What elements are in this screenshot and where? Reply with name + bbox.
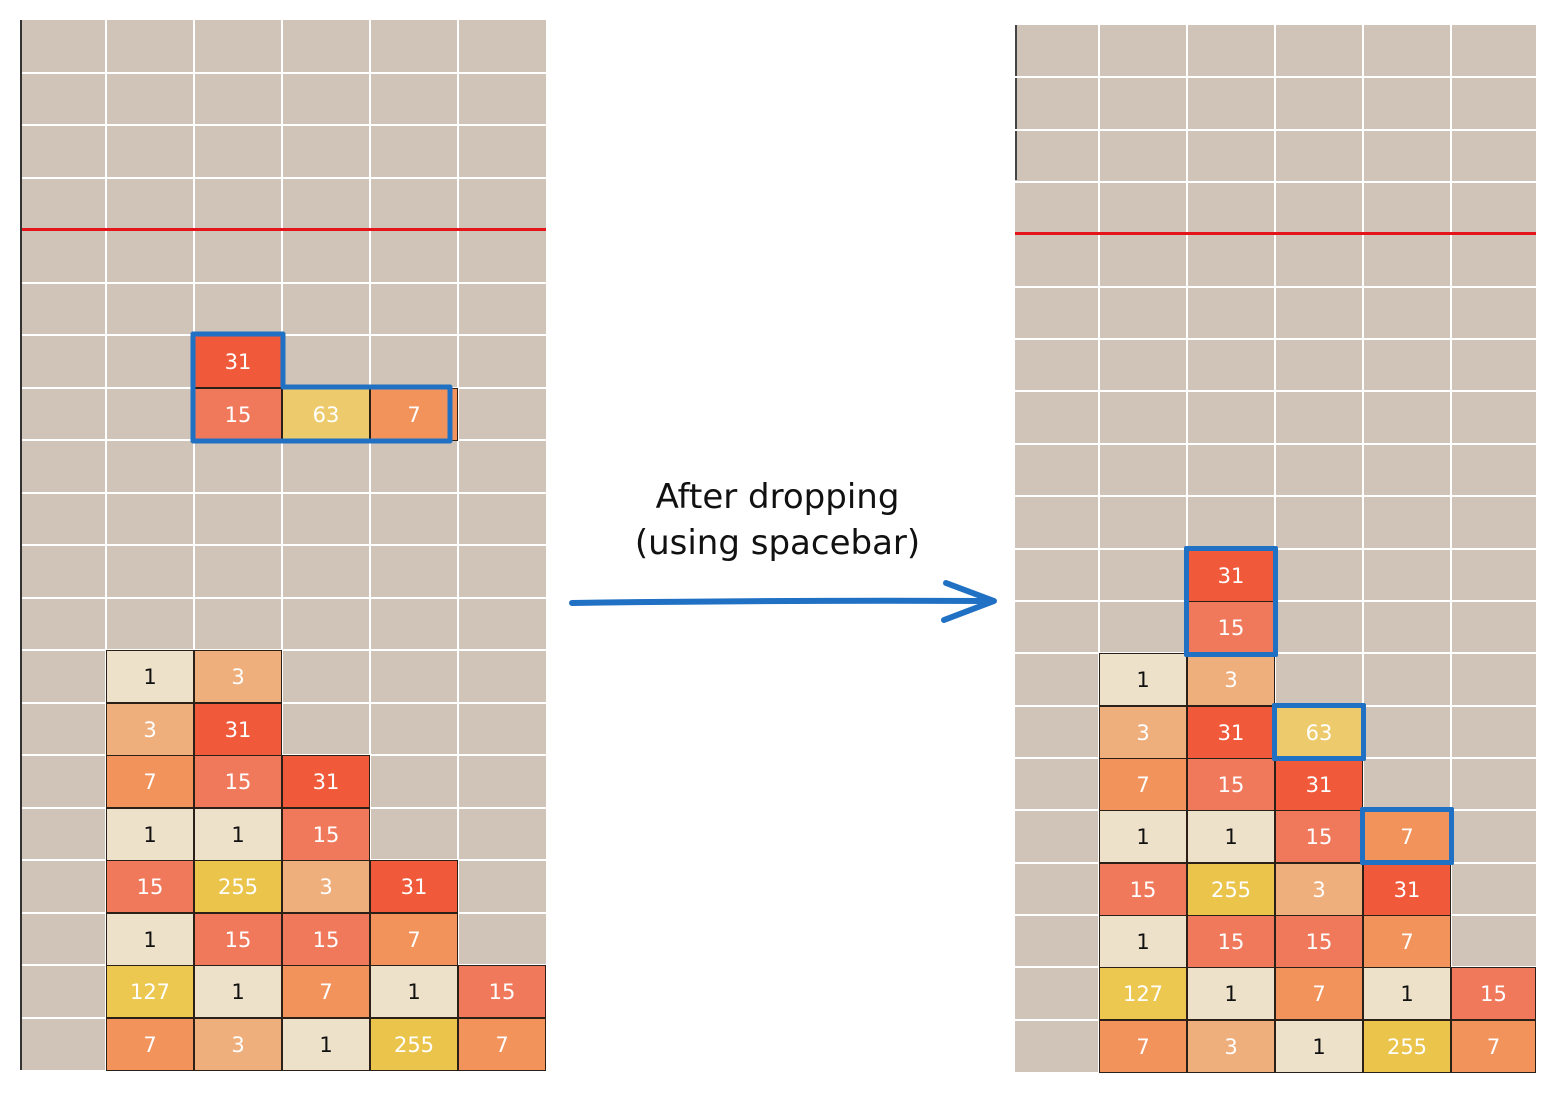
- tile-15: 15: [1275, 915, 1363, 968]
- tile-1: 1: [1099, 915, 1187, 968]
- tile-3: 3: [194, 650, 282, 703]
- tile-7: 7: [1275, 967, 1363, 1020]
- grid-line-horizontal: [22, 597, 546, 599]
- tile-7: 7: [1363, 915, 1451, 968]
- tile-31: 31: [194, 703, 282, 756]
- tile-15: 15: [1187, 601, 1275, 654]
- tile-15: 15: [458, 965, 546, 1018]
- tile-15: 15: [1099, 863, 1187, 916]
- grid-line-horizontal: [22, 124, 546, 126]
- tile-127: 127: [1099, 967, 1187, 1020]
- tile-7: 7: [1363, 810, 1451, 863]
- tile-31: 31: [1187, 549, 1275, 602]
- tile-255: 255: [370, 1018, 458, 1071]
- tile-1: 1: [1099, 653, 1187, 706]
- caption-line-2: (using spacebar): [634, 523, 921, 563]
- tile-15: 15: [1451, 967, 1536, 1020]
- tile-255: 255: [1187, 863, 1275, 916]
- tile-1: 1: [194, 808, 282, 861]
- tile-1: 1: [1363, 967, 1451, 1020]
- tile-3: 3: [282, 860, 370, 913]
- tile-15: 15: [1187, 915, 1275, 968]
- tile-3: 3: [106, 703, 194, 756]
- tile-7: 7: [282, 965, 370, 1018]
- tile-31: 31: [370, 860, 458, 913]
- tile-15: 15: [194, 388, 282, 441]
- grid-line-horizontal: [1015, 495, 1536, 497]
- tile-1: 1: [1187, 810, 1275, 863]
- tile-3: 3: [1275, 863, 1363, 916]
- grid-line-horizontal: [1015, 600, 1536, 602]
- limit-line: [1015, 232, 1536, 235]
- tile-7: 7: [1099, 1020, 1187, 1073]
- tile-1: 1: [106, 913, 194, 966]
- grid-line-horizontal: [1015, 338, 1536, 340]
- tile-1: 1: [370, 965, 458, 1018]
- tile-127: 127: [106, 965, 194, 1018]
- tile-255: 255: [1363, 1020, 1451, 1073]
- grid-line-horizontal: [22, 492, 546, 494]
- tile-3: 3: [1187, 653, 1275, 706]
- grid-line-horizontal: [1015, 548, 1536, 550]
- tile-1: 1: [1275, 1020, 1363, 1073]
- grid-line-horizontal: [22, 544, 546, 546]
- right-arrow-icon: [569, 580, 997, 623]
- tile-7: 7: [1451, 1020, 1536, 1073]
- tile-7: 7: [106, 755, 194, 808]
- tile-15: 15: [106, 860, 194, 913]
- game-board-before: 31 15 63 7 1 3 3 31 7 15 31 1 1 15 15 255 3 31 1 15 15 7 127 1 7…: [20, 20, 546, 1071]
- grid-line-horizontal: [1015, 443, 1536, 445]
- tile-31: 31: [1187, 706, 1275, 759]
- tile-1: 1: [194, 965, 282, 1018]
- tile-31: 31: [1275, 758, 1363, 811]
- tile-3: 3: [194, 1018, 282, 1071]
- caption-line-1: After dropping: [655, 477, 900, 517]
- tile-15: 15: [1187, 758, 1275, 811]
- tile-31: 31: [1363, 863, 1451, 916]
- tile-63: 63: [282, 388, 370, 441]
- grid-line-horizontal: [22, 334, 546, 336]
- grid-line-horizontal: [1015, 286, 1536, 288]
- tile-15: 15: [1275, 810, 1363, 863]
- tile-7: 7: [458, 1018, 546, 1071]
- tile-15: 15: [194, 913, 282, 966]
- tile-3: 3: [1187, 1020, 1275, 1073]
- grid-line-horizontal: [22, 702, 546, 704]
- tile-31: 31: [194, 335, 282, 388]
- grid-line-horizontal: [1015, 76, 1536, 78]
- board-edge: [1015, 25, 1017, 180]
- tile-15: 15: [194, 755, 282, 808]
- tile-1: 1: [282, 1018, 370, 1071]
- grid-line-horizontal: [22, 72, 546, 74]
- tile-1: 1: [1187, 967, 1275, 1020]
- tile-31: 31: [282, 755, 370, 808]
- tile-7: 7: [370, 913, 458, 966]
- tile-1: 1: [106, 650, 194, 703]
- grid-line-horizontal: [1015, 129, 1536, 131]
- tile-1: 1: [1099, 810, 1187, 863]
- tile-15: 15: [282, 913, 370, 966]
- grid-line-horizontal: [1015, 181, 1536, 183]
- tile-7: 7: [370, 388, 458, 441]
- grid-line-horizontal: [1015, 652, 1536, 654]
- tile-15: 15: [282, 808, 370, 861]
- grid-line-horizontal: [22, 177, 546, 179]
- tile-63: 63: [1275, 706, 1363, 759]
- tile-1: 1: [106, 808, 194, 861]
- tile-7: 7: [1099, 758, 1187, 811]
- grid-line-horizontal: [22, 649, 546, 651]
- game-board-after: 31 15 1 3 3 31 63 7 15 31 1 1 15 7 15 255 3 31 1 15 15 7 127 1 7…: [1015, 25, 1536, 1073]
- limit-line: [22, 228, 546, 231]
- grid-line-horizontal: [1015, 390, 1536, 392]
- tile-255: 255: [194, 860, 282, 913]
- tile-7: 7: [106, 1018, 194, 1071]
- tile-3: 3: [1099, 706, 1187, 759]
- transition-caption: After dropping (using spacebar): [595, 474, 960, 566]
- grid-line-horizontal: [22, 282, 546, 284]
